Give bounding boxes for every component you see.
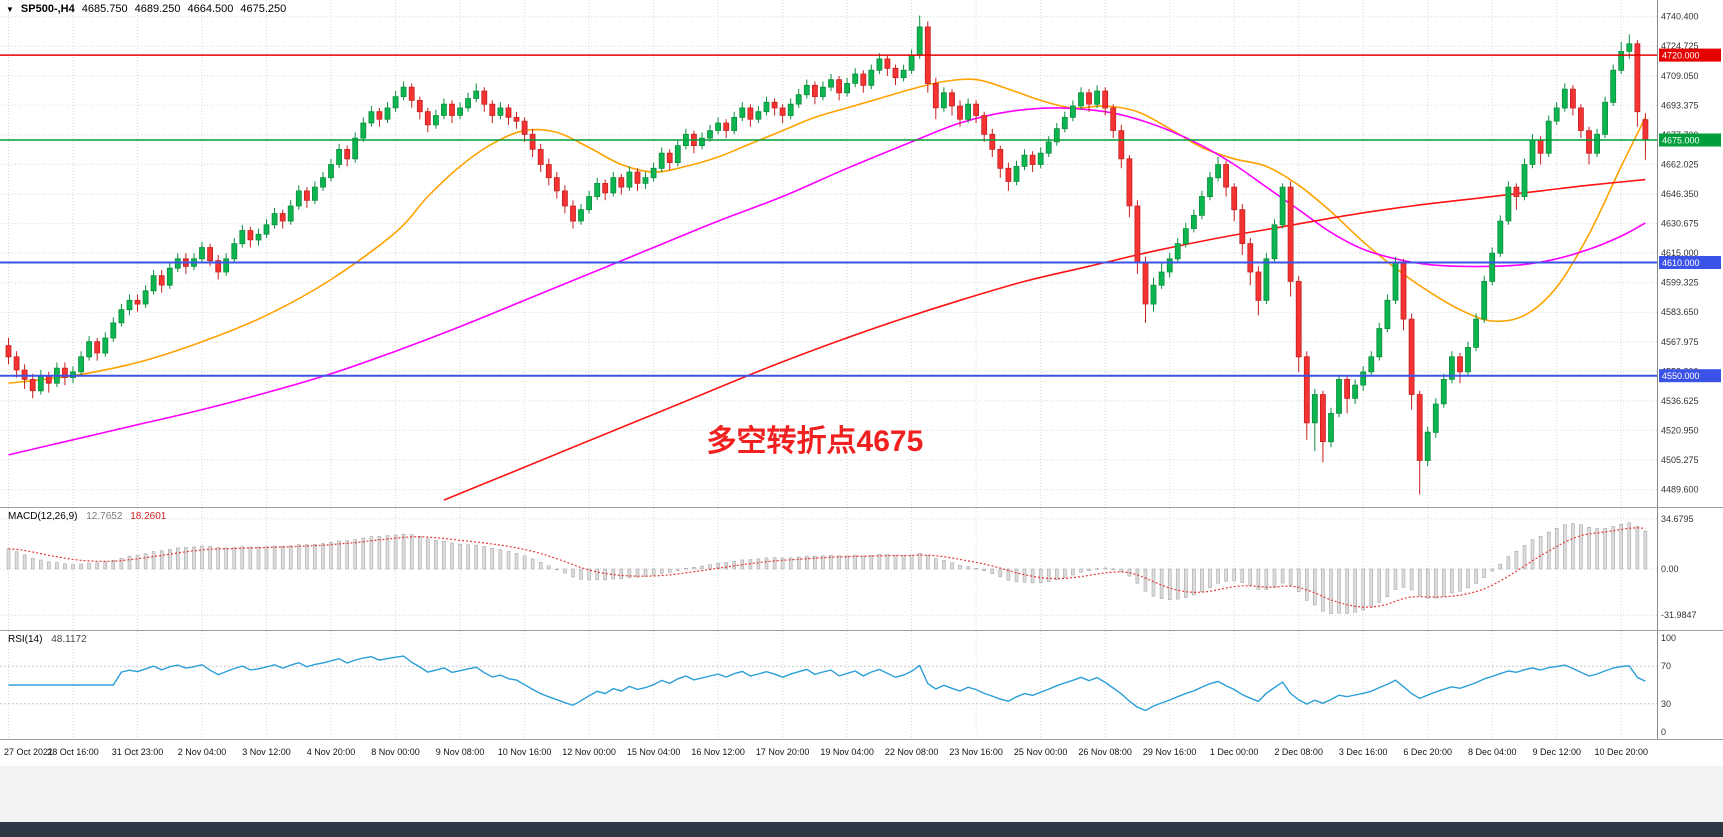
x-axis-label: 23 Nov 16:00	[949, 747, 1003, 757]
hline-price-tag-text: 4720.000	[1662, 51, 1700, 61]
hline-price-tag	[1659, 369, 1721, 383]
price-axis-label: 4615.000	[1661, 248, 1699, 258]
price-axis-label: 4505.275	[1661, 455, 1699, 465]
macd-indicator-label: MACD(12,26,9) 12.7652 18.2601	[8, 511, 166, 522]
x-axis-label: 3 Nov 12:00	[242, 747, 291, 757]
rsi-line	[8, 655, 1646, 712]
x-axis-label: 2 Dec 08:00	[1274, 747, 1323, 757]
x-axis-label: 26 Nov 08:00	[1078, 747, 1132, 757]
x-axis-label: 25 Nov 00:00	[1013, 747, 1068, 757]
bottom-bar	[0, 822, 1723, 837]
price-axis-label: 4520.950	[1661, 425, 1699, 435]
x-axis-label: 10 Nov 16:00	[497, 747, 552, 757]
rsi-value: 48.1172	[51, 634, 87, 645]
x-axis-label: 9 Nov 08:00	[435, 747, 485, 757]
rsi-axis-label: 100	[1661, 633, 1676, 643]
down-candle-bodies	[5, 26, 1649, 461]
price-axis-label: 4599.325	[1661, 278, 1699, 288]
symbol-ohlc-line: ▼ SP500-,H4 4685.750 4689.250 4664.500 4…	[6, 3, 286, 15]
time-axis[interactable]: 27 Oct 2021 28 Oct 16:00 31 Oct 23:00 2 Nov…	[0, 740, 1723, 766]
x-axis-label: 28 Oct 16:00	[47, 747, 99, 757]
ohlc-close: 4675.250	[240, 3, 287, 15]
bottom-filler	[0, 766, 1723, 822]
price-axis-label: 4724.725	[1661, 41, 1699, 51]
ohlc-low: 4664.500	[187, 3, 234, 15]
macd-signal-line	[8, 527, 1646, 608]
x-axis-label: 9 Dec 12:00	[1532, 747, 1582, 757]
x-axis-label: 17 Nov 20:00	[755, 747, 810, 757]
x-axis-label: 8 Nov 00:00	[371, 747, 420, 757]
panel-separator-rsi[interactable]	[0, 630, 1723, 631]
x-axis-label: 10 Dec 20:00	[1594, 747, 1649, 757]
macd-axis-label: -31.9847	[1661, 610, 1697, 620]
x-axis-label: 19 Nov 04:00	[820, 747, 874, 757]
x-axis-label: 2 Nov 04:00	[177, 747, 227, 757]
ohlc-open: 4685.750	[81, 3, 128, 15]
price-axis-label: 4709.050	[1661, 71, 1699, 81]
price-axis-label: 4693.375	[1661, 100, 1699, 110]
up-candle-wicks	[40, 15, 1630, 467]
down-candle-wicks	[8, 21, 1646, 495]
x-axis-label: 31 Oct 23:00	[111, 747, 164, 757]
macd-axis-label: 34.6795	[1661, 514, 1694, 524]
rsi-grid-vertical	[8, 631, 1658, 739]
x-axis-label: 22 Nov 08:00	[884, 747, 939, 757]
main-grid-horizontal: 4740.4004724.7254709.0504693.3754677.700…	[0, 12, 1699, 495]
hline-price-tag	[1659, 256, 1721, 269]
up-candle-bodies	[37, 26, 1633, 461]
price-axis-label: 4630.675	[1661, 219, 1699, 229]
x-axis-label: 15 Nov 04:00	[626, 747, 681, 757]
price-axis-label: 4489.600	[1661, 485, 1699, 495]
macd-panel-svg[interactable]: 34.6795 0.00 -31.9847	[0, 508, 1723, 630]
ma-mid-magenta-line	[8, 107, 1646, 456]
symbol-dropdown-icon[interactable]: ▼	[6, 4, 14, 14]
x-axis-label: 29 Nov 16:00	[1142, 747, 1197, 757]
x-axis-label: 6 Dec 20:00	[1403, 747, 1452, 757]
x-axis-label: 1 Dec 00:00	[1209, 747, 1259, 757]
x-axis-label: 16 Nov 12:00	[691, 747, 745, 757]
price-axis-label: 4567.975	[1661, 337, 1699, 347]
hline-price-tag-text: 4610.000	[1662, 258, 1700, 268]
price-axis-label: 4662.025	[1661, 159, 1699, 169]
macd-axis-label: 0.00	[1661, 564, 1679, 574]
price-axis-label: 4740.400	[1661, 12, 1699, 22]
rsi-panel-svg[interactable]: 100 70 30 0	[0, 631, 1723, 739]
ma-slow-red-line	[443, 178, 1646, 501]
hline-price-tag-text: 4550.000	[1662, 371, 1700, 381]
main-chart-svg[interactable]: 4740.4004724.7254709.0504693.3754677.700…	[0, 0, 1723, 507]
rsi-name: RSI(14)	[8, 634, 43, 645]
panel-separator-time[interactable]	[0, 739, 1723, 740]
x-axis-label: 12 Nov 00:00	[562, 747, 616, 757]
macd-histogram	[6, 522, 1648, 615]
rsi-axis-label: 70	[1661, 661, 1671, 671]
hline-price-tag	[1659, 133, 1721, 147]
rsi-axis-label: 30	[1661, 699, 1671, 709]
symbol-title: SP500-,H4	[20, 3, 75, 15]
ma-fast-orange-line	[8, 78, 1647, 384]
macd-main-value: 12.7652	[86, 511, 123, 522]
hline-price-tag	[1659, 48, 1721, 62]
rsi-indicator-label: RSI(14) 48.1172	[8, 634, 87, 645]
x-axis-label: 3 Dec 16:00	[1338, 747, 1388, 757]
macd-name: MACD(12,26,9)	[8, 511, 78, 522]
x-axis-label: 4 Nov 20:00	[306, 747, 356, 757]
macd-signal-value: 18.2601	[130, 511, 167, 522]
price-axis-label: 4646.350	[1661, 189, 1699, 199]
macd-grid-vertical	[8, 508, 1658, 630]
price-axis-label: 4536.625	[1661, 396, 1699, 406]
panel-separator-macd[interactable]	[0, 507, 1723, 508]
hline-price-tag-text: 4675.000	[1662, 136, 1700, 146]
chart-annotation-text[interactable]: 多空转折点4675	[707, 425, 924, 458]
x-axis-label: 27 Oct 2021	[4, 747, 54, 757]
rsi-axis-label: 0	[1661, 727, 1666, 737]
price-axis-label: 4583.650	[1661, 307, 1699, 317]
ohlc-high: 4689.250	[134, 3, 181, 15]
x-axis-label: 8 Dec 04:00	[1467, 747, 1517, 757]
